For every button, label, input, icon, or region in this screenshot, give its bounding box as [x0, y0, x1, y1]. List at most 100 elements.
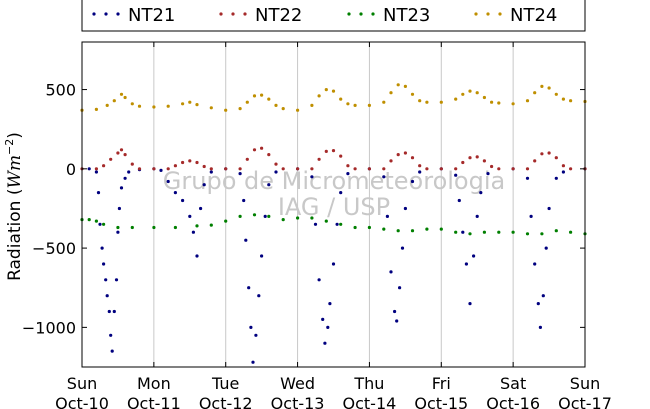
data-point: [267, 97, 271, 101]
data-point: [326, 325, 330, 329]
data-point: [245, 100, 249, 104]
data-point: [382, 100, 386, 104]
data-point: [538, 325, 543, 329]
data-point: [94, 167, 98, 171]
data-point: [554, 229, 558, 233]
data-point: [454, 97, 458, 101]
x-tick-label-day: Mon: [137, 374, 171, 393]
legend-marker: [371, 12, 375, 16]
data-point: [119, 92, 124, 96]
legend-label: NT23: [383, 5, 430, 26]
data-point: [317, 278, 321, 282]
y-tick-label: −1000: [22, 318, 76, 337]
data-point: [254, 333, 258, 337]
data-point: [410, 156, 415, 160]
data-point: [159, 168, 163, 172]
data-point: [367, 103, 371, 107]
data-point: [209, 170, 213, 174]
data-point: [94, 170, 98, 174]
data-point: [472, 254, 476, 258]
data-point: [569, 230, 573, 234]
data-point: [137, 104, 142, 108]
data-point: [119, 186, 124, 190]
data-point: [367, 225, 371, 230]
y-tick-label: −500: [32, 239, 76, 258]
data-point: [238, 214, 242, 218]
data-point: [274, 162, 278, 166]
data-point: [396, 153, 400, 157]
data-point: [191, 230, 195, 234]
data-point: [98, 222, 102, 226]
data-point: [137, 167, 142, 171]
data-point: [468, 232, 472, 236]
data-point: [209, 106, 213, 110]
data-point: [251, 360, 255, 364]
data-point: [540, 84, 544, 88]
data-point: [475, 155, 479, 159]
data-point: [313, 222, 318, 226]
data-point: [346, 172, 350, 176]
legend-marker: [104, 12, 108, 16]
data-point: [166, 179, 170, 184]
legend-marker: [486, 12, 490, 16]
data-point: [324, 88, 328, 92]
data-point: [554, 156, 558, 160]
data-point: [418, 170, 422, 174]
data-point: [561, 170, 566, 174]
data-point: [382, 175, 386, 179]
data-point: [252, 94, 257, 98]
data-point: [547, 86, 551, 90]
data-point: [130, 225, 134, 230]
data-point: [257, 294, 261, 298]
y-tick-label: 500: [45, 81, 76, 100]
plot-area: [80, 83, 587, 364]
axes-frame: [81, 41, 586, 368]
data-point: [267, 153, 271, 157]
data-point: [398, 286, 402, 290]
data-point: [281, 218, 285, 222]
data-point: [533, 91, 537, 95]
data-point: [461, 160, 465, 165]
data-point: [396, 229, 400, 233]
data-point: [247, 286, 251, 290]
data-point: [525, 176, 530, 180]
data-point: [536, 302, 540, 306]
data-point: [130, 162, 134, 166]
x-tick-label-day: Thu: [353, 374, 384, 393]
x-tick-label-date: Oct-17: [558, 394, 612, 409]
legend-label: NT24: [510, 5, 557, 26]
legend-label: NT22: [255, 5, 302, 26]
data-point: [367, 167, 371, 171]
data-point: [238, 167, 242, 171]
data-point: [188, 214, 192, 218]
data-point: [554, 92, 558, 96]
data-point: [425, 100, 429, 104]
data-point: [454, 173, 458, 177]
data-point: [382, 227, 386, 231]
data-point: [454, 167, 458, 171]
data-point: [224, 167, 228, 171]
data-point: [166, 104, 170, 108]
data-point: [486, 172, 490, 176]
data-point: [335, 222, 339, 226]
data-point: [479, 191, 483, 195]
legend-marker: [243, 12, 247, 16]
x-tick-label-date: Oct-11: [127, 394, 181, 409]
data-point: [403, 84, 407, 88]
data-point: [112, 309, 116, 314]
data-point: [497, 230, 501, 234]
data-point: [114, 278, 119, 282]
data-point: [252, 148, 257, 152]
data-point: [188, 100, 192, 104]
legend-item-nt24: NT24: [474, 5, 557, 26]
data-point: [224, 219, 228, 223]
data-point: [267, 214, 271, 218]
data-point: [353, 167, 357, 171]
data-point: [317, 94, 321, 98]
data-point: [252, 213, 257, 217]
x-tick-label-day: Sun: [570, 374, 600, 393]
legend-marker: [231, 12, 235, 16]
data-point: [482, 230, 486, 234]
data-point: [202, 164, 206, 169]
